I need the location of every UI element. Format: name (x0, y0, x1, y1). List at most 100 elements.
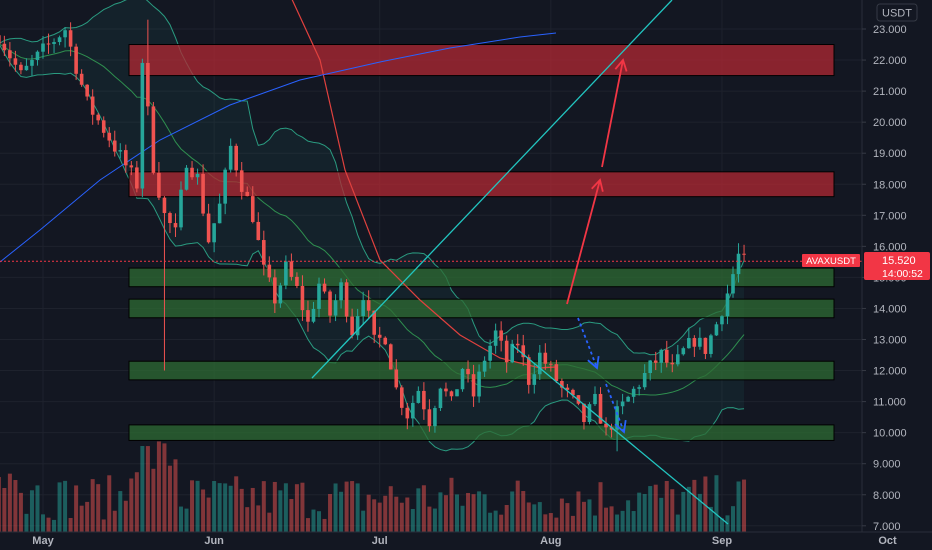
candle-body (670, 362, 675, 365)
volume-bar (559, 498, 564, 532)
volume-bar (548, 513, 553, 532)
candle-body (449, 391, 454, 397)
currency-label-box[interactable] (876, 3, 918, 22)
volume-bar (151, 468, 156, 532)
price-tick-label: 14.000 (873, 303, 907, 315)
candle-body (101, 120, 106, 133)
candle-body (521, 345, 526, 358)
candle-body (206, 213, 211, 243)
volume-bar (223, 483, 228, 532)
price-tick-label: 9.000 (873, 459, 901, 471)
volume-bar (294, 484, 299, 532)
volume-bar (598, 482, 603, 532)
price-tick-label: 11.000 (873, 397, 906, 409)
volume-bar (350, 481, 355, 532)
candle-body (653, 360, 658, 363)
support-zone (128, 424, 835, 441)
candle-body (422, 390, 426, 410)
volume-bar (681, 491, 686, 532)
volume-bar (63, 480, 68, 532)
volume-bar (653, 484, 658, 532)
candle-body (587, 404, 592, 422)
resistance-zone (128, 44, 835, 77)
volume-bar (305, 518, 310, 532)
volume-bar (107, 475, 112, 532)
candle-body (146, 62, 150, 107)
candle-body (510, 343, 514, 363)
volume-bar (675, 514, 680, 532)
time-tick-label: May (32, 535, 54, 547)
candle-body (124, 150, 128, 166)
price-tick-label: 12.000 (873, 366, 907, 378)
candle-body (604, 423, 608, 428)
volume-bar (283, 483, 288, 532)
time-tick-label: Sep (712, 535, 732, 547)
candle-body (68, 30, 73, 47)
candle-body (24, 65, 29, 71)
candle-body (664, 349, 669, 363)
volume-bar (101, 519, 106, 532)
candle-body (262, 240, 266, 265)
candle-body (560, 380, 564, 388)
candle-body (720, 316, 724, 325)
candle-body (742, 253, 746, 255)
volume-bar (46, 517, 51, 532)
volume-bar (195, 480, 200, 532)
candle-body (250, 196, 255, 222)
volume-bar (245, 507, 250, 532)
volume-bar (179, 506, 183, 532)
volume-bar (311, 509, 316, 532)
volume-bar (708, 506, 713, 532)
price-tick-label: 17.000 (873, 210, 907, 222)
candle-body (659, 349, 664, 363)
volume-bar (499, 514, 504, 532)
candle-body (267, 264, 272, 278)
candle-body (493, 330, 498, 346)
volume-bar (173, 459, 178, 532)
volume-bar (328, 494, 333, 532)
volume-bar (659, 497, 664, 532)
candle-body (256, 221, 261, 241)
candle-body (112, 140, 117, 152)
candle-body (223, 169, 227, 204)
price-tick-label: 10.000 (873, 428, 907, 440)
volume-bar (206, 497, 211, 532)
candle-body (394, 369, 399, 388)
candle-body (471, 374, 476, 397)
candle-body (129, 165, 134, 168)
candle-body (388, 344, 393, 370)
candle-body (234, 145, 238, 171)
volume-bar (609, 506, 614, 532)
support-zone (128, 298, 835, 319)
bearish-arrow-1 (577, 317, 598, 369)
volume-bar (449, 477, 454, 532)
time-tick-label: Oct (878, 535, 897, 547)
candle-body (90, 96, 95, 115)
volume-bar (74, 485, 79, 532)
bollinger-fill (0, 0, 745, 451)
candle-body (698, 337, 702, 347)
candle-body (355, 316, 360, 336)
candle-body (709, 335, 713, 354)
volume-bar (0, 477, 1, 532)
volume-bar (615, 514, 620, 532)
volume-bar (366, 494, 371, 532)
candle-body (35, 51, 40, 61)
volume-bar (239, 488, 244, 532)
support-zone (128, 360, 835, 381)
volume-bar (7, 473, 12, 532)
candle-body (366, 300, 371, 311)
volume-bar (112, 510, 117, 532)
candle-body (405, 407, 410, 419)
candle-body (438, 388, 443, 409)
price-tick-label: 23.000 (873, 24, 907, 36)
price-tick-label: 7.000 (873, 521, 901, 533)
volume-bar (477, 491, 482, 532)
candle-body (466, 368, 470, 375)
candle-body (273, 277, 277, 304)
volume-bar (300, 482, 305, 532)
volume-bar (333, 483, 338, 532)
volume-bar (145, 446, 150, 532)
time-axis[interactable] (0, 532, 932, 550)
